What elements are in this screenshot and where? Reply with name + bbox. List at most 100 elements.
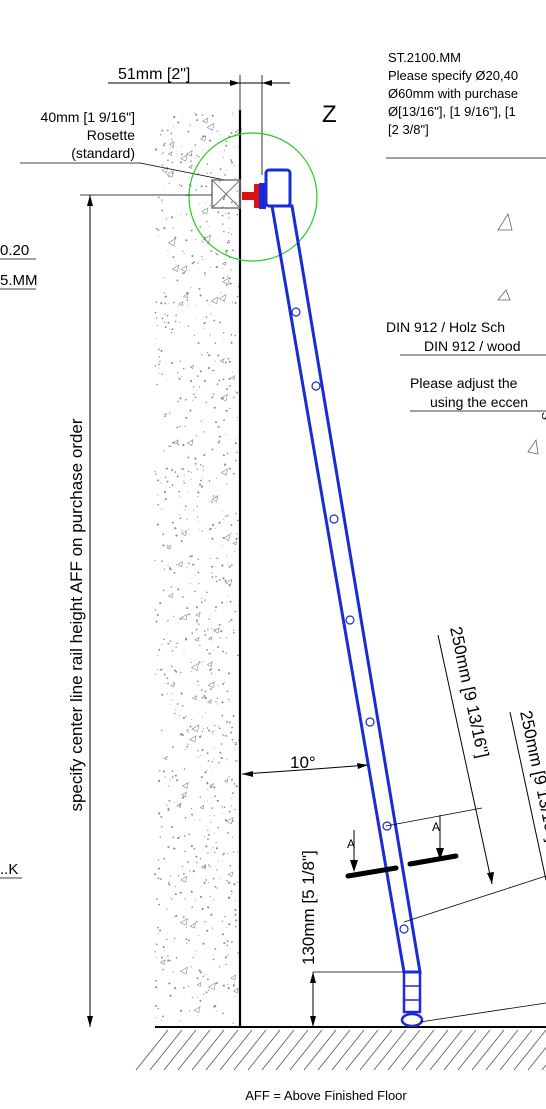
concrete-speckle (212, 958, 215, 961)
concrete-speckle (209, 204, 212, 206)
concrete-speckle (217, 646, 220, 648)
concrete-speckle (195, 920, 198, 923)
spacing-dimension-2: 250mm [9 13/16"] (509, 709, 546, 881)
concrete-speckle (234, 201, 236, 203)
spec-notes: ST.2100.MM Please specify Ø20,40 Ø60mm w… (386, 50, 546, 159)
concrete-speckle (227, 735, 229, 737)
concrete-speckle (161, 694, 164, 696)
concrete-speckle (217, 354, 220, 357)
concrete-speckle (210, 913, 213, 916)
concrete-speckle (195, 606, 198, 608)
concrete-speckle (161, 560, 163, 562)
concrete-speckle (169, 412, 171, 414)
concrete-speckle (235, 785, 238, 788)
concrete-speckle (219, 168, 222, 170)
concrete-speckle (204, 599, 206, 601)
concrete-speckle (196, 119, 199, 122)
concrete-aggregate (206, 122, 215, 131)
concrete-speckle (155, 317, 158, 319)
concrete-aggregate (180, 613, 188, 621)
concrete-speckle (230, 201, 233, 204)
concrete-speckle (226, 759, 228, 761)
concrete-speckle (177, 400, 179, 403)
concrete-speckle (202, 258, 204, 260)
concrete-speckle (216, 253, 219, 256)
concrete-speckle (216, 982, 218, 985)
concrete-speckle (199, 483, 202, 486)
concrete-speckle (168, 328, 170, 330)
concrete-speckle (171, 898, 173, 900)
concrete-speckle (214, 748, 215, 750)
concrete-speckle (167, 544, 169, 547)
concrete-speckle (192, 957, 195, 959)
concrete-speckle (156, 956, 158, 958)
concrete-speckle (236, 654, 239, 657)
concrete-speckle (168, 799, 171, 802)
concrete-speckle (181, 145, 182, 147)
concrete-speckle (182, 716, 185, 720)
concrete-speckle (194, 144, 197, 146)
concrete-speckle (197, 1015, 199, 1017)
concrete-speckle (155, 1017, 157, 1019)
concrete-speckle (174, 774, 177, 777)
concrete-speckle (216, 887, 218, 889)
concrete-speckle (160, 956, 163, 959)
concrete-speckle (214, 342, 217, 344)
concrete-speckle (207, 829, 209, 832)
concrete-speckle (210, 672, 213, 675)
concrete-speckle (225, 284, 228, 286)
concrete-speckle (235, 741, 238, 744)
concrete-speckle (181, 272, 184, 275)
concrete-speckle (183, 768, 186, 770)
concrete-speckle (236, 881, 238, 883)
concrete-speckle (191, 632, 194, 635)
concrete-aggregate (180, 529, 187, 537)
concrete-speckle (179, 891, 182, 894)
concrete-aggregate (167, 592, 174, 599)
concrete-speckle (163, 292, 165, 294)
concrete-speckle (168, 567, 171, 570)
concrete-speckle (230, 890, 233, 893)
concrete-speckle (178, 321, 180, 323)
concrete-speckle (166, 129, 169, 132)
concrete-speckle (215, 1010, 217, 1012)
concrete-speckle (169, 147, 171, 149)
concrete-speckle (179, 836, 181, 838)
concrete-speckle (222, 734, 225, 736)
concrete-speckle (202, 975, 205, 978)
concrete-speckle (211, 807, 214, 809)
concrete-speckle (185, 452, 187, 454)
concrete-speckle (172, 146, 174, 149)
concrete-speckle (216, 159, 218, 161)
concrete-speckle (209, 304, 211, 306)
concrete-speckle (171, 699, 173, 701)
concrete-speckle (231, 301, 233, 303)
concrete-speckle (196, 861, 198, 864)
concrete-speckle (208, 354, 211, 357)
concrete-speckle (187, 939, 190, 942)
concrete-speckle (183, 367, 185, 370)
concrete-speckle (158, 356, 161, 358)
concrete-speckle (157, 367, 159, 369)
concrete-speckle (157, 668, 159, 670)
concrete-speckle (225, 956, 228, 959)
concrete-speckle (204, 272, 206, 274)
concrete-aggregate (159, 959, 166, 965)
concrete-speckle (209, 815, 211, 817)
concrete-speckle (164, 476, 167, 479)
concrete-speckle (234, 808, 236, 811)
concrete-aggregate (225, 816, 234, 825)
adjust-line-1: Please adjust the (410, 375, 518, 391)
concrete-speckle (228, 385, 231, 387)
concrete-speckle (174, 320, 177, 323)
concrete-speckle (218, 669, 221, 672)
concrete-speckle (169, 486, 171, 488)
concrete-speckle (212, 523, 215, 526)
concrete-speckle (214, 360, 216, 362)
rosette-block (211, 179, 241, 209)
concrete-speckle (194, 819, 195, 820)
concrete-speckle (183, 835, 186, 837)
concrete-speckle (183, 873, 185, 875)
concrete-speckle (220, 630, 223, 633)
concrete-speckle (230, 233, 233, 235)
